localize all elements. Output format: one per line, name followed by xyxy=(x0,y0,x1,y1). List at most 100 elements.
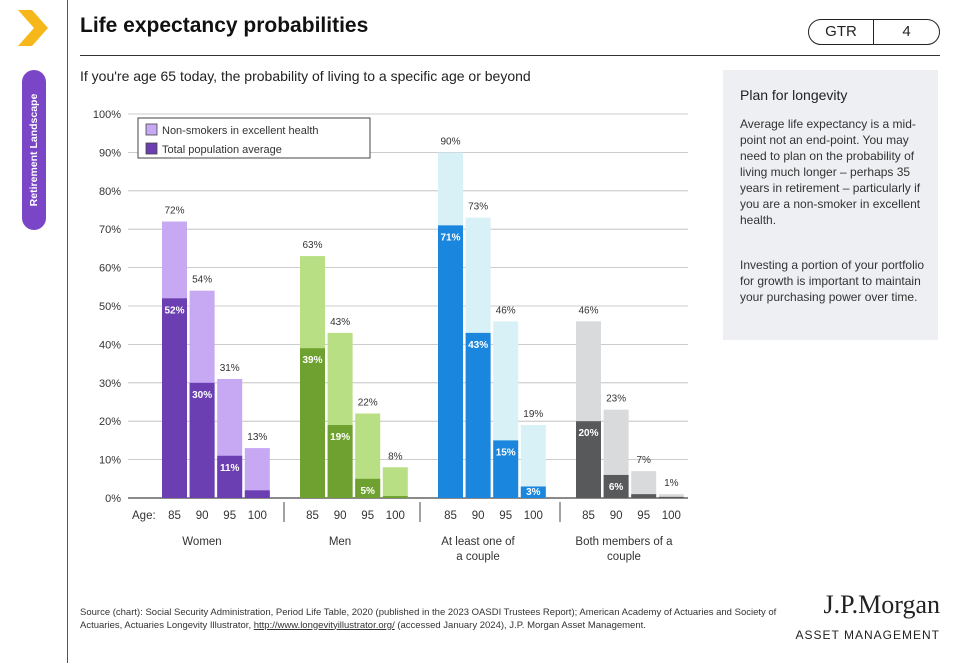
brand-subtitle: ASSET MANAGEMENT xyxy=(795,628,940,642)
legend-swatch-total-population xyxy=(145,142,158,155)
legend-label: Total population average xyxy=(162,144,282,156)
legend-label: Non-smokers in excellent health xyxy=(162,125,319,137)
brand-logo: J.P.Morgan xyxy=(823,590,940,619)
data-label-non-smokers: 22% xyxy=(358,398,378,409)
bar-non-smokers xyxy=(382,467,408,498)
y-tick-label: 80% xyxy=(99,186,121,198)
source-text: Source (chart): Social Security Administ… xyxy=(80,607,777,631)
data-label-total-population: 5% xyxy=(360,486,375,497)
bar-total-population xyxy=(327,425,353,498)
x-tick-label: 95 xyxy=(361,510,374,522)
x-tick-label: 90 xyxy=(472,510,485,522)
y-tick-label: 0% xyxy=(105,493,121,505)
y-tick-label: 90% xyxy=(99,147,121,159)
bar-total-population xyxy=(520,486,546,498)
data-label-non-smokers: 73% xyxy=(468,202,488,213)
x-tick-label: 90 xyxy=(334,510,347,522)
x-tick-label: 85 xyxy=(168,510,181,522)
data-label-non-smokers: 8% xyxy=(388,451,403,462)
source-link[interactable]: http://www.longevityillustrator.org/ xyxy=(253,619,395,631)
x-tick-label: 100 xyxy=(386,510,405,522)
data-label-non-smokers: 46% xyxy=(496,305,516,316)
x-tick-label: 95 xyxy=(223,510,236,522)
bar-non-smokers xyxy=(520,425,546,498)
chart-subtitle: If you're age 65 today, the probability … xyxy=(80,68,531,84)
group-label: At least one of xyxy=(441,536,515,548)
bar-total-population xyxy=(355,478,381,498)
bar-total-population xyxy=(162,298,187,498)
page-number: 4 xyxy=(902,23,911,40)
legend-swatch-non-smokers xyxy=(145,123,158,136)
legend-box xyxy=(137,117,371,159)
y-tick-label: 70% xyxy=(99,224,121,236)
section-tab[interactable] xyxy=(22,70,46,230)
x-tick-label: 90 xyxy=(610,510,623,522)
bar-total-population xyxy=(603,474,629,498)
x-tick-label: 85 xyxy=(306,510,319,522)
data-label-total-population: 52% xyxy=(164,305,184,316)
guide-page-badge: GTR 4 xyxy=(808,19,940,45)
bar-total-population xyxy=(300,348,325,498)
data-label-total-population: 43% xyxy=(468,340,488,351)
bar-chart: 0% 10% 20% 30% 40% 50% 60% 70% 80% 90% 100% Age: 72%… xyxy=(93,109,688,563)
group-label: Men xyxy=(329,536,351,548)
source-note: Source (chart): Social Security Administ… xyxy=(80,607,780,632)
y-tick-label: 60% xyxy=(99,263,121,275)
data-label-non-smokers: 1% xyxy=(664,478,679,489)
x-tick-label: 85 xyxy=(582,510,595,522)
page-title: Life expectancy probabilities xyxy=(80,14,369,37)
data-label-total-population: 71% xyxy=(440,232,460,243)
data-label-total-population: 3% xyxy=(526,487,541,498)
x-tick-label: 90 xyxy=(196,510,209,522)
data-label-total-population: 15% xyxy=(496,447,516,458)
data-label-non-smokers: 7% xyxy=(636,455,651,466)
y-tick-label: 30% xyxy=(99,378,121,390)
sidebar-title: Plan for longevity xyxy=(740,87,848,103)
bar-total-population xyxy=(658,496,684,498)
data-label-non-smokers: 54% xyxy=(192,275,212,286)
badge-divider xyxy=(873,20,875,44)
data-label-non-smokers: 43% xyxy=(330,317,350,328)
bar-total-population xyxy=(631,494,657,498)
data-label-non-smokers: 23% xyxy=(606,394,626,405)
x-tick-label: 85 xyxy=(444,510,457,522)
y-tick-label: 10% xyxy=(99,455,121,467)
bar-total-population xyxy=(438,225,463,499)
y-tick-label: 40% xyxy=(99,339,121,351)
data-label-non-smokers: 46% xyxy=(578,305,598,316)
group-label: Both members of a xyxy=(575,536,673,548)
bar-total-population xyxy=(465,332,491,498)
y-tick-label: 20% xyxy=(99,416,121,428)
group-label: Women xyxy=(182,536,221,548)
y-tick-label: 50% xyxy=(99,301,121,313)
x-tick-label: 100 xyxy=(662,510,681,522)
sidebar-paragraph: Investing a portion of your portfolio fo… xyxy=(740,258,925,304)
source-text-end: (accessed January 2024), J.P. Morgan Ass… xyxy=(394,619,646,631)
data-label-total-population: 6% xyxy=(609,482,624,493)
data-label-non-smokers: 90% xyxy=(440,136,460,147)
bar-total-population xyxy=(576,421,601,498)
bar-non-smokers xyxy=(244,448,270,498)
x-tick-label: 95 xyxy=(637,510,650,522)
data-label-non-smokers: 63% xyxy=(302,240,322,251)
data-label-total-population: 11% xyxy=(220,463,240,474)
bar-non-smokers xyxy=(658,494,684,498)
x-tick-label: 100 xyxy=(248,510,267,522)
data-label-total-population: 39% xyxy=(302,355,322,366)
sidebar-paragraph: Average life expectancy is a mid-point n… xyxy=(740,117,921,227)
data-label-non-smokers: 31% xyxy=(220,363,240,374)
x-tick-label: 95 xyxy=(499,510,512,522)
vertical-divider xyxy=(67,0,68,663)
title-divider xyxy=(80,55,940,56)
group-label: a couple xyxy=(456,551,499,563)
data-label-non-smokers: 13% xyxy=(247,432,267,443)
bar-total-population xyxy=(493,440,519,498)
data-label-non-smokers: 19% xyxy=(523,409,543,420)
sidebar-panel: Plan for longevity Average life expectan… xyxy=(723,70,938,340)
bar-total-population xyxy=(189,382,215,498)
bar-total-population xyxy=(244,490,270,498)
age-axis-label: Age: xyxy=(132,510,156,522)
guide-code: GTR xyxy=(825,23,857,40)
y-tick-label: 100% xyxy=(93,109,121,121)
x-tick-label: 100 xyxy=(524,510,543,522)
